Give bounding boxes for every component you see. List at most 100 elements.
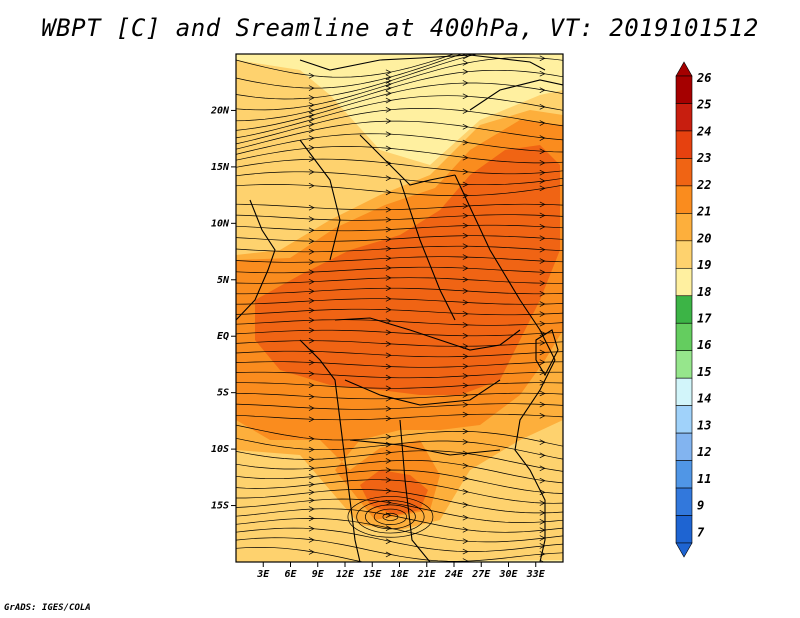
- colorbar-box: [675, 75, 693, 104]
- streamline: [236, 508, 563, 533]
- colorbar-label: 9: [697, 499, 704, 513]
- streamline-arrow: [539, 369, 546, 376]
- streamline-arrow: [462, 68, 469, 75]
- streamline-arrow: [385, 363, 392, 370]
- streamline: [236, 459, 563, 484]
- lon-tick-label: 6E: [284, 569, 297, 580]
- colorbar-label: 13: [697, 418, 711, 432]
- streamline-arrow: [308, 107, 315, 114]
- streamline-arrow: [385, 106, 392, 113]
- lon-tick-label: 30E: [498, 569, 518, 580]
- streamline-arrow: [385, 538, 392, 545]
- streamline-arrow: [308, 515, 315, 522]
- wbpt-zone-23: [255, 145, 560, 395]
- vortex-ring: [382, 512, 399, 521]
- streamline-arrow: [308, 227, 315, 234]
- streamline-arrow: [539, 258, 546, 264]
- streamline-arrow: [539, 301, 546, 307]
- colorbar-box: [675, 240, 693, 269]
- streamline-arrow: [539, 559, 545, 562]
- streamline: [236, 266, 563, 274]
- streamline-arrow: [462, 60, 469, 66]
- streamline-arrow: [539, 135, 546, 141]
- streamline: [236, 298, 563, 305]
- streamline-arrow: [539, 169, 546, 176]
- streamline-arrow: [462, 243, 469, 250]
- streamline-arrow: [308, 525, 315, 532]
- streamline-arrow: [462, 222, 469, 229]
- streamline: [236, 245, 563, 253]
- colorbar-box: [675, 515, 693, 544]
- lon-tick-label: 24E: [444, 569, 464, 580]
- colorbar-label: 11: [697, 472, 711, 486]
- streamline-arrow: [539, 311, 546, 317]
- streamline-arrow: [385, 90, 392, 97]
- streamline-arrow: [539, 401, 546, 408]
- streamline-arrow: [385, 318, 392, 324]
- streamline-arrow: [462, 514, 469, 521]
- colorbar-label: 16: [697, 338, 711, 352]
- vortex-ring: [347, 496, 434, 538]
- streamline-arrow: [462, 192, 469, 199]
- streamline-arrow: [308, 489, 315, 496]
- streamline-arrow: [462, 108, 469, 114]
- streamline: [236, 95, 563, 139]
- streamline-arrow: [385, 433, 392, 440]
- streamline-arrow: [539, 246, 546, 253]
- colorbar-label: 20: [696, 231, 711, 245]
- streamline-arrow: [539, 330, 546, 337]
- streamline-arrow: [385, 405, 392, 412]
- streamline-arrow: [539, 320, 546, 327]
- streamline-arrow: [462, 299, 469, 306]
- streamline: [236, 158, 563, 175]
- streamline-arrow: [539, 340, 546, 346]
- streamline-arrow: [385, 97, 392, 104]
- streamline: [236, 54, 479, 100]
- streamline-arrow: [539, 148, 546, 155]
- streamline-arrow: [462, 181, 469, 188]
- streamline-arrow: [539, 280, 546, 287]
- colorbar-box: [675, 267, 693, 297]
- streamline: [236, 527, 563, 552]
- streamline-arrow: [385, 226, 392, 233]
- streamline: [236, 82, 563, 131]
- streamline: [236, 256, 563, 263]
- streamline-arrow: [539, 120, 546, 126]
- streamline-arrow: [539, 160, 546, 166]
- colorbar-box: [675, 213, 693, 242]
- streamline-arrow: [385, 206, 392, 213]
- streamline: [236, 403, 563, 410]
- streamline-arrow: [308, 269, 315, 275]
- streamline: [236, 371, 563, 379]
- streamline-arrow: [462, 203, 469, 209]
- streamline-arrow: [308, 382, 315, 389]
- streamline-arrow: [385, 85, 392, 91]
- map-title: WBPT [C] and Sreamline at 400hPa, VT: 20…: [41, 14, 759, 42]
- streamline: [236, 413, 563, 421]
- streamline-arrow: [308, 348, 315, 355]
- streamline-arrow: [539, 269, 546, 276]
- streamline-arrow: [385, 467, 392, 473]
- streamline-arrow: [308, 537, 315, 543]
- streamline-arrow: [308, 288, 315, 295]
- streamline-arrow: [539, 349, 546, 356]
- colorbar-label: 22: [696, 178, 711, 192]
- lat-tick-label: 10N: [211, 218, 230, 229]
- colorbar-box: [675, 130, 693, 159]
- streamline: [236, 171, 563, 186]
- streamline-arrow: [385, 285, 392, 292]
- streamline-arrow: [308, 102, 315, 108]
- streamline-arrow: [462, 411, 469, 418]
- streamline-arrow: [539, 235, 546, 242]
- colorbar-label: 15: [697, 365, 711, 379]
- streamline-arrow: [308, 144, 315, 151]
- colorbar-label: 17: [697, 312, 712, 326]
- streamline: [236, 489, 563, 514]
- streamline-arrow: [462, 232, 469, 239]
- streamline-arrow: [308, 259, 315, 265]
- lat-tick-label: 10S: [211, 444, 229, 455]
- streamline: [236, 437, 563, 460]
- streamline-arrow: [308, 135, 315, 141]
- streamline-arrow: [539, 379, 546, 386]
- streamline: [236, 479, 563, 504]
